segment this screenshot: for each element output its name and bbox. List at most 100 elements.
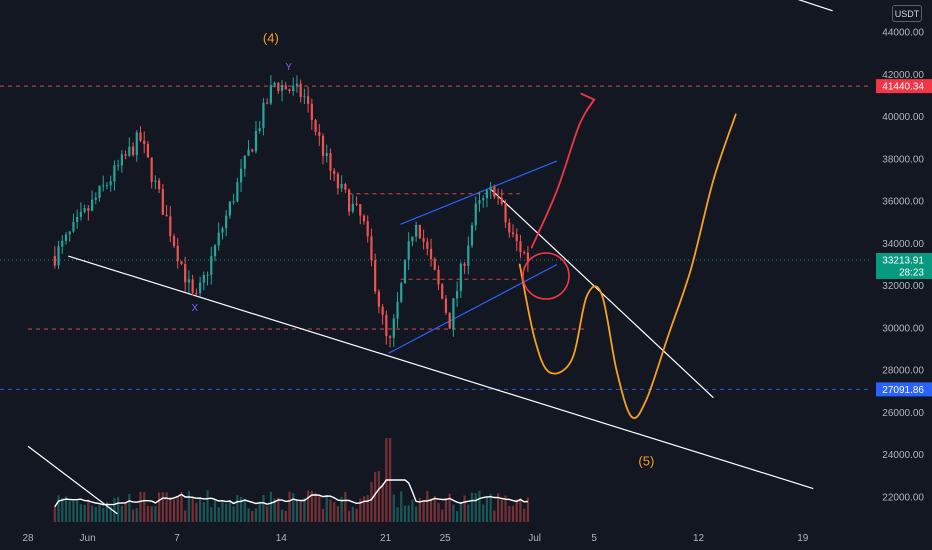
candle — [239, 159, 243, 192]
candle-body — [98, 185, 101, 198]
channel-lower[interactable] — [388, 263, 558, 354]
candle-body — [429, 248, 433, 259]
resistance-price-badge[interactable] — [876, 79, 932, 94]
candle-body — [53, 256, 56, 266]
volume-bar — [251, 511, 254, 522]
volume-bar — [329, 499, 332, 522]
candle-body — [303, 96, 306, 98]
candle — [64, 231, 68, 245]
candle — [351, 194, 354, 214]
candle-body — [225, 215, 228, 229]
candle — [83, 204, 86, 214]
candle — [191, 274, 194, 296]
candle-body — [459, 263, 462, 292]
candle — [288, 88, 291, 94]
candle — [292, 77, 295, 96]
candle — [236, 177, 239, 203]
candle — [470, 222, 474, 249]
candle-body — [307, 96, 310, 104]
candle — [407, 232, 410, 270]
volume-bar — [76, 499, 79, 522]
time-tick-label: 21 — [380, 533, 392, 544]
volume-bar — [403, 505, 407, 522]
candle-body — [113, 165, 116, 182]
candle-body — [508, 222, 511, 233]
volume-bar — [429, 498, 433, 522]
volume-bar — [90, 505, 94, 522]
volume-bar — [161, 492, 164, 522]
candle — [452, 297, 455, 337]
time-tick-label: Jul — [528, 533, 541, 544]
price-tick-label: 38000.00 — [882, 154, 924, 165]
current-price-countdown: 28:23 — [899, 267, 924, 278]
price-tick-label: 26000.00 — [882, 408, 924, 419]
volume-bar — [98, 503, 101, 522]
volume-bar — [448, 493, 451, 522]
volume-bar — [117, 496, 120, 522]
candle-body — [64, 234, 68, 241]
candle-body — [254, 130, 258, 152]
candle-body — [511, 232, 515, 235]
candle-body — [76, 216, 79, 223]
volume-bar — [273, 498, 276, 522]
volume-bar — [198, 498, 202, 522]
candle-body — [124, 154, 127, 156]
support-price-badge[interactable] — [876, 382, 932, 397]
highlight-circle[interactable] — [522, 252, 570, 300]
candle-body — [83, 208, 86, 212]
volume-bar — [344, 491, 347, 522]
volume-bar — [280, 509, 284, 522]
candle-body — [351, 203, 354, 212]
bottom-left-line[interactable] — [27, 445, 118, 515]
volume-bar — [374, 471, 377, 522]
candle-body — [523, 252, 526, 254]
volume-bars — [53, 438, 529, 522]
candle-body — [176, 245, 179, 262]
volume-bar — [254, 508, 258, 522]
time-axis[interactable]: 28 Jun 7 14 21 25 Jul 5 12 19 — [22, 533, 808, 544]
current-price-badge[interactable] — [876, 252, 932, 279]
volume-bar — [94, 507, 97, 522]
candle-body — [61, 240, 64, 247]
candle — [72, 213, 75, 233]
resistance-price-label: 41440.34 — [882, 82, 924, 93]
volume-bar — [64, 496, 68, 522]
volume-bar — [325, 496, 328, 522]
price-axis[interactable]: 22000.00 24000.00 26000.00 28000.00 30000.00… — [876, 28, 932, 504]
candle — [504, 199, 507, 229]
candle — [61, 235, 64, 254]
volume-ma-line — [54, 479, 528, 508]
volume-bar — [411, 499, 414, 522]
volume-bar — [277, 497, 280, 522]
projection-paths[interactable] — [518, 92, 737, 419]
candle-body — [210, 256, 213, 275]
candle-body — [72, 222, 75, 232]
candle — [57, 240, 60, 270]
top-right-line[interactable] — [743, 0, 833, 12]
volume-bar — [441, 509, 444, 522]
candle-body — [496, 197, 500, 199]
volume-bar — [180, 491, 183, 522]
candle — [232, 193, 235, 205]
quote-currency-badge[interactable]: USDT — [892, 5, 922, 22]
volume-bar — [526, 497, 529, 522]
candle — [489, 181, 492, 199]
candle-body — [79, 211, 82, 217]
candle — [482, 195, 485, 208]
candle — [105, 182, 109, 190]
candle-body — [202, 275, 205, 283]
candle — [336, 171, 340, 195]
volume-bar — [128, 493, 131, 522]
candle — [392, 314, 395, 348]
volume-bar — [459, 502, 462, 522]
time-tick-label: 7 — [174, 533, 180, 544]
volume-bar — [213, 499, 217, 522]
volume-bar — [489, 493, 492, 522]
candle-body — [318, 131, 321, 136]
channel-upper[interactable] — [400, 160, 558, 225]
candle-body — [374, 260, 377, 292]
bearish-path[interactable] — [518, 113, 737, 419]
volume-bar — [396, 507, 399, 522]
volume-bar — [109, 506, 112, 522]
